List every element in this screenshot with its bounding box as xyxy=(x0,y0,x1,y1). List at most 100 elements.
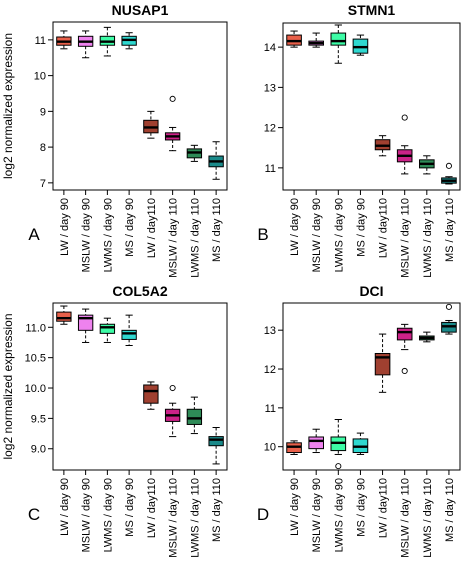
box-3 xyxy=(330,419,347,470)
x-tick-label: MSLW / day 110 xyxy=(400,198,412,278)
box-body xyxy=(374,352,391,376)
x-tick-label: MS / day 90 xyxy=(124,198,136,257)
box-7 xyxy=(419,331,435,343)
box-body xyxy=(186,408,203,425)
x-tick-label: LWMS / day 90 xyxy=(102,198,114,272)
chart-title: COL5A2 xyxy=(112,283,167,299)
y-tick-label: 9.5 xyxy=(31,413,46,425)
x-tick-label: MS / day 90 xyxy=(124,478,136,537)
y-tick-label: 8 xyxy=(40,142,46,154)
x-tick-label: LW / day 90 xyxy=(289,478,301,536)
x-tick-label: MS / day 110 xyxy=(444,478,456,542)
x-tick-label: MS / day 90 xyxy=(355,198,367,257)
outlier-point xyxy=(169,384,176,392)
panel-label: C xyxy=(28,505,40,524)
box-2 xyxy=(77,30,94,59)
y-tick-label: 11.0 xyxy=(25,322,46,334)
y-tick-label: 11 xyxy=(265,163,276,175)
outlier-point xyxy=(169,95,176,102)
y-tick-label: 9 xyxy=(40,106,46,118)
box-1 xyxy=(286,30,302,48)
box-7 xyxy=(186,144,203,162)
plot-frame xyxy=(52,302,228,471)
y-tick-label: 10.0 xyxy=(25,383,46,395)
y-tick-label: 13 xyxy=(264,82,276,94)
box-1 xyxy=(56,305,72,325)
x-tick-label: MSLW / day 90 xyxy=(311,478,323,552)
x-tick-label: LWMS / day 90 xyxy=(333,478,345,552)
panel-label: A xyxy=(28,225,40,244)
box-body xyxy=(143,384,159,404)
box-2 xyxy=(308,428,324,454)
panel-stmn1: STMN1 11 12 13 14 LW / day 90 MSLW / day 90 LWM… xyxy=(257,2,461,278)
y-tick-label: 7 xyxy=(40,178,46,190)
panel-nusap1: NUSAP1 7 8 9 10 11 log2 normalized expression L… xyxy=(1,2,228,278)
box-8 xyxy=(441,303,457,335)
box-8 xyxy=(441,162,457,185)
box-body xyxy=(308,436,324,450)
x-tick-label: LW / day 90 xyxy=(59,198,71,256)
plot-frame xyxy=(282,302,461,471)
x-tick-label: MS / day 90 xyxy=(355,478,367,537)
y-tick-label: 9.0 xyxy=(31,444,46,456)
chart-title: STMN1 xyxy=(348,2,396,18)
y-tick-label: 11 xyxy=(265,403,276,415)
y-axis-label: log2 normalized expression xyxy=(1,33,15,179)
panel-label: B xyxy=(257,225,268,244)
box-body xyxy=(121,329,137,340)
x-tick-label: MSLW / day 90 xyxy=(81,198,93,272)
y-tick-label: 10 xyxy=(34,71,46,83)
x-tick-label: MS / day 110 xyxy=(211,198,223,262)
outlier-point xyxy=(335,463,342,470)
panel-label: D xyxy=(257,505,269,524)
y-tick-label: 10 xyxy=(264,442,276,454)
box-6 xyxy=(164,384,181,438)
x-tick-label: MS / day 110 xyxy=(211,478,223,542)
y-tick-label: 14 xyxy=(264,42,276,54)
box-6 xyxy=(164,95,181,152)
x-tick-label: LWMS / day 90 xyxy=(333,198,345,272)
panel-col5a2: COL5A2 9.0 9.5 10.0 10.5 11.0 log2 normalized … xyxy=(1,283,228,558)
x-tick-label: LWMS / day 110 xyxy=(422,198,434,278)
box-3 xyxy=(99,26,116,57)
chart-title: NUSAP1 xyxy=(112,2,169,18)
box-4 xyxy=(352,432,369,455)
outlier-point xyxy=(401,114,408,121)
box-5 xyxy=(374,135,391,157)
box-body xyxy=(208,436,224,447)
box-5 xyxy=(143,381,159,410)
box-1 xyxy=(56,30,72,50)
box-4 xyxy=(352,34,369,56)
panel-dci: DCI 10 11 12 13 LW / day 90 MSLW / day 90 LWMS … xyxy=(257,283,461,558)
y-tick-label: 13 xyxy=(264,325,276,337)
x-tick-label: MSLW / day 110 xyxy=(168,478,180,558)
box-3 xyxy=(99,317,116,343)
box-6 xyxy=(396,114,413,175)
box-4 xyxy=(121,314,137,347)
box-5 xyxy=(143,110,159,139)
chart-title: DCI xyxy=(359,283,383,299)
x-tick-label: LW / day110 xyxy=(378,198,390,258)
box-2 xyxy=(308,32,324,48)
box-body xyxy=(396,327,413,341)
box-7 xyxy=(419,155,435,175)
x-tick-label: LW / day110 xyxy=(146,478,158,538)
y-tick-label: 12 xyxy=(264,364,276,376)
outlier-point xyxy=(401,367,408,375)
box-7 xyxy=(186,396,203,435)
y-tick-label: 12 xyxy=(264,123,276,135)
box-4 xyxy=(121,32,137,50)
box-8 xyxy=(208,141,224,180)
x-tick-label: MSLW / day 90 xyxy=(81,478,93,552)
y-tick-label: 10.5 xyxy=(25,353,46,365)
x-tick-label: LW / day 90 xyxy=(289,198,301,256)
x-tick-label: MSLW / day 110 xyxy=(400,478,412,558)
box-body xyxy=(330,32,347,46)
box-6 xyxy=(396,323,413,375)
box-1 xyxy=(286,440,302,455)
x-tick-label: LW / day110 xyxy=(146,198,158,258)
x-tick-label: LWMS / day 110 xyxy=(189,198,201,278)
y-axis-label: log2 normalized expression xyxy=(1,313,15,459)
x-tick-label: LW / day 90 xyxy=(59,478,71,536)
